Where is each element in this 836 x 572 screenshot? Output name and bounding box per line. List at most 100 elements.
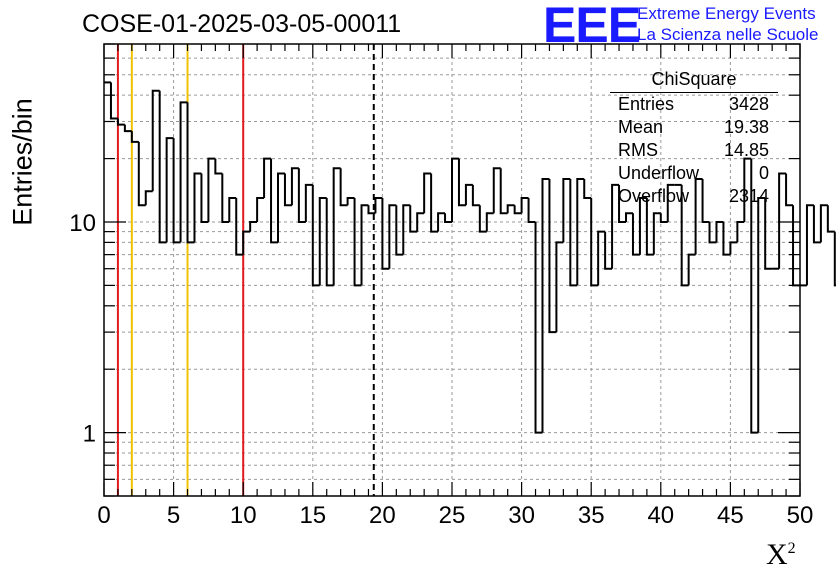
histogram-bin bbox=[249, 220, 258, 232]
histogram-bin bbox=[638, 196, 647, 255]
histogram-bin bbox=[360, 204, 369, 286]
stats-key: Underflow bbox=[618, 163, 700, 183]
histogram-bin bbox=[757, 196, 766, 433]
histogram-bin bbox=[722, 221, 731, 256]
stats-value: 0 bbox=[758, 163, 769, 183]
histogram-bin bbox=[402, 204, 411, 255]
y-tick-label: 1 bbox=[83, 421, 96, 448]
histogram-bin bbox=[339, 168, 348, 207]
histogram-bin bbox=[819, 204, 828, 243]
x-axis-label: X2 bbox=[766, 538, 796, 572]
histogram-bin bbox=[562, 177, 571, 243]
x-tick-label: 15 bbox=[299, 502, 326, 529]
histogram-bin bbox=[583, 178, 592, 199]
histogram-bin bbox=[826, 205, 835, 233]
histogram-bin bbox=[263, 157, 272, 198]
histogram-bin bbox=[576, 177, 585, 286]
histogram-bin bbox=[506, 204, 515, 214]
histogram-bin bbox=[812, 205, 821, 244]
histogram-bin bbox=[569, 178, 578, 287]
histogram-bin bbox=[353, 197, 362, 287]
histogram-bin bbox=[715, 220, 724, 243]
histogram-bin bbox=[805, 204, 814, 286]
stats-key: Entries bbox=[618, 94, 675, 114]
histogram-bin bbox=[555, 241, 564, 333]
stats-row-mean: Mean 19.38 bbox=[610, 116, 778, 139]
histogram-bin bbox=[513, 205, 522, 215]
histogram-bin bbox=[290, 167, 299, 206]
x-tick-label: 5 bbox=[167, 502, 180, 529]
histogram-bin bbox=[541, 177, 550, 433]
histogram-bin bbox=[444, 213, 452, 223]
stats-value: 3428 bbox=[728, 94, 769, 114]
chart-title: COSE-01-2025-03-05-00011 bbox=[82, 10, 402, 38]
stats-value: 14.85 bbox=[723, 140, 769, 160]
x-tick-label: 0 bbox=[97, 502, 110, 529]
x-tick-label: 40 bbox=[647, 502, 674, 529]
histogram-bin bbox=[680, 184, 689, 287]
histogram-bin bbox=[631, 213, 640, 256]
histogram-bin bbox=[457, 158, 466, 207]
histogram-bin bbox=[464, 183, 473, 206]
histogram-bin bbox=[499, 168, 508, 215]
histogram-bin bbox=[590, 197, 599, 287]
logo-line-2: La Scienza nelle Scuole bbox=[637, 25, 819, 44]
histogram-bin bbox=[701, 178, 710, 223]
histogram-bin bbox=[736, 220, 745, 243]
stats-value: 2314 bbox=[728, 186, 769, 206]
y-axis-label-wrap: Entries/bin bbox=[6, 98, 40, 226]
histogram-bin bbox=[116, 118, 125, 126]
stats-row-rms: RMS 14.85 bbox=[610, 139, 778, 162]
histogram-series bbox=[104, 81, 836, 434]
histogram-bin bbox=[471, 184, 480, 207]
histogram-bin bbox=[611, 183, 620, 269]
histogram-bin bbox=[374, 196, 383, 214]
histogram-bin bbox=[792, 205, 800, 287]
histogram-bin bbox=[277, 172, 285, 243]
histogram-bin bbox=[743, 157, 752, 222]
x-tick-label: 10 bbox=[230, 502, 257, 529]
histogram-bin bbox=[437, 212, 446, 232]
histogram-bin bbox=[395, 205, 404, 256]
x-tick-label: 45 bbox=[717, 502, 744, 529]
histogram-bin bbox=[451, 157, 459, 222]
histogram-bin bbox=[708, 221, 717, 244]
histogram-bin bbox=[151, 89, 160, 192]
histogram-bin bbox=[492, 167, 501, 214]
histogram-bin bbox=[694, 177, 703, 255]
x-axis-label-superscript: 2 bbox=[787, 540, 796, 557]
x-tick-label: 35 bbox=[578, 502, 605, 529]
stats-title: ChiSquare bbox=[610, 68, 778, 93]
stats-row-overflow: Overflow 2314 bbox=[610, 185, 778, 208]
histogram-bin bbox=[666, 183, 675, 222]
histogram-bin bbox=[764, 197, 773, 270]
histogram-bin bbox=[729, 241, 738, 255]
histogram-bin bbox=[625, 212, 633, 222]
x-tick-label: 50 bbox=[787, 502, 814, 529]
x-tick-label: 30 bbox=[508, 502, 535, 529]
histogram-bin bbox=[235, 197, 244, 256]
histogram-bin bbox=[534, 221, 543, 434]
histogram-bin bbox=[520, 196, 529, 214]
histogram-bin bbox=[179, 101, 188, 243]
y-axis-label: Entries/bin bbox=[7, 98, 38, 226]
histogram-bin bbox=[659, 213, 668, 223]
histogram-bin bbox=[186, 102, 195, 244]
histogram-bin bbox=[318, 196, 327, 286]
histogram-bin bbox=[172, 138, 181, 244]
histogram-bin bbox=[604, 231, 613, 270]
histogram-bin bbox=[423, 172, 432, 214]
histogram-bin bbox=[778, 172, 787, 269]
histogram-bin bbox=[137, 141, 146, 207]
stats-key: Mean bbox=[618, 117, 664, 137]
histogram-bin bbox=[256, 196, 265, 222]
stats-key: Overflow bbox=[618, 186, 690, 206]
histogram-bin bbox=[200, 173, 209, 223]
histogram-bin bbox=[214, 158, 223, 175]
logo-line-1: Extreme Energy Events bbox=[637, 4, 816, 23]
histogram-bin bbox=[304, 183, 313, 222]
histogram-bin bbox=[409, 205, 418, 233]
histogram-bin bbox=[485, 212, 494, 232]
histogram-bin bbox=[597, 230, 606, 286]
histogram-bin bbox=[242, 230, 251, 255]
